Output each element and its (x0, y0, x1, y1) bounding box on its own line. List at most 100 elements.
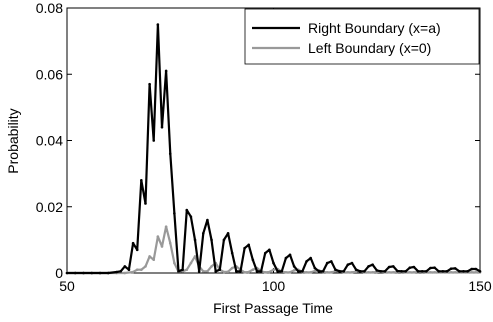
data-point-right-boundary (65, 271, 69, 275)
data-point-left-boundary (346, 271, 350, 274)
data-point-left-boundary (412, 271, 416, 274)
data-point-left-boundary (243, 271, 246, 274)
data-point-right-boundary (156, 23, 160, 26)
data-point-right-boundary (164, 69, 168, 73)
data-point-left-boundary (449, 271, 453, 274)
data-point-left-boundary (185, 268, 189, 271)
data-point-right-boundary (131, 241, 135, 245)
data-point-right-boundary (383, 270, 387, 273)
data-point-right-boundary (206, 218, 209, 222)
data-point-right-boundary (251, 258, 255, 262)
data-point-left-boundary (164, 225, 168, 228)
y-tick-label: 0.02 (36, 199, 63, 215)
data-point-right-boundary (462, 270, 465, 273)
data-point-right-boundary (420, 270, 424, 273)
data-point-right-boundary (144, 202, 147, 205)
data-point-right-boundary (325, 261, 329, 265)
data-point-right-boundary (185, 208, 189, 212)
data-point-right-boundary (115, 270, 118, 274)
data-point-right-boundary (160, 125, 164, 129)
data-point-left-boundary (144, 265, 147, 268)
legend-label-left-boundary: Left Boundary (x=0) (308, 40, 431, 56)
data-point-right-boundary (255, 270, 259, 273)
data-point-right-boundary (391, 265, 395, 268)
data-point-right-boundary (201, 231, 205, 235)
data-point-left-boundary (387, 271, 391, 274)
y-axis: 0 0.02 0.04 0.06 0.08 (36, 0, 480, 281)
data-point-right-boundary (429, 266, 432, 270)
data-point-right-boundary (296, 270, 300, 273)
data-point-right-boundary (466, 270, 469, 273)
data-point-right-boundary (387, 265, 391, 269)
data-point-left-boundary (160, 245, 164, 248)
data-point-right-boundary (458, 270, 461, 273)
data-point-right-boundary (107, 271, 110, 275)
data-point-right-boundary (210, 238, 213, 242)
data-point-left-boundary (263, 271, 267, 274)
y-tick-label: 0 (55, 265, 63, 281)
data-point-left-boundary (148, 255, 151, 258)
data-point-right-boundary (292, 265, 296, 268)
y-tick-label: 0.06 (36, 66, 63, 82)
series-layer (65, 23, 482, 275)
data-point-right-boundary (98, 271, 102, 275)
data-point-right-boundary (358, 270, 362, 273)
x-axis-title: First Passage Time (213, 300, 333, 316)
data-point-right-boundary (449, 267, 453, 270)
data-point-left-boundary (193, 255, 197, 258)
data-point-left-boundary (470, 271, 474, 274)
data-point-right-boundary (354, 268, 358, 271)
data-point-right-boundary (127, 268, 131, 271)
data-point-right-boundary (317, 270, 321, 273)
data-point-right-boundary (90, 271, 94, 275)
data-point-left-boundary (292, 269, 296, 272)
data-point-left-boundary (350, 271, 354, 274)
y-tick-label: 0.08 (36, 0, 63, 16)
data-point-right-boundary (416, 270, 420, 273)
x-tick-label: 100 (262, 278, 286, 294)
data-point-right-boundary (173, 212, 176, 215)
data-point-right-boundary (235, 270, 238, 273)
data-point-right-boundary (321, 270, 325, 273)
data-point-left-boundary (168, 241, 172, 245)
data-point-right-boundary (193, 238, 197, 242)
data-point-left-boundary (201, 270, 205, 273)
data-point-left-boundary (206, 270, 209, 273)
data-point-left-boundary (288, 271, 292, 274)
data-point-right-boundary (379, 270, 383, 273)
data-point-right-boundary (268, 248, 271, 252)
data-point-right-boundary (346, 263, 350, 267)
data-point-left-boundary (433, 271, 436, 274)
data-point-right-boundary (263, 251, 267, 255)
data-point-left-boundary (272, 268, 275, 271)
data-point-right-boundary (284, 256, 288, 260)
data-point-right-boundary (181, 268, 184, 271)
data-point-left-boundary (330, 271, 333, 274)
data-point-right-boundary (73, 271, 77, 275)
data-point-right-boundary (433, 266, 436, 270)
data-point-left-boundary (325, 271, 329, 274)
data-point-right-boundary (259, 270, 263, 273)
data-point-left-boundary (226, 270, 230, 273)
data-point-left-boundary (140, 268, 143, 271)
data-point-right-boundary (218, 268, 222, 271)
data-point-right-boundary (404, 270, 407, 273)
data-point-left-boundary (123, 271, 127, 275)
data-point-left-boundary (429, 271, 432, 274)
data-point-right-boundary (177, 270, 180, 273)
data-point-right-boundary (168, 152, 172, 156)
data-point-left-boundary (230, 266, 234, 270)
data-point-right-boundary (330, 260, 333, 263)
data-point-right-boundary (301, 270, 304, 273)
data-point-left-boundary (371, 271, 374, 274)
data-point-right-boundary (342, 270, 346, 273)
data-point-right-boundary (396, 269, 399, 273)
data-point-right-boundary (478, 270, 482, 273)
data-point-right-boundary (288, 253, 292, 257)
data-point-left-boundary (189, 261, 193, 265)
x-tick-label: 50 (59, 278, 75, 294)
data-point-right-boundary (197, 270, 201, 273)
data-point-right-boundary (437, 270, 441, 273)
data-point-right-boundary (445, 270, 449, 273)
